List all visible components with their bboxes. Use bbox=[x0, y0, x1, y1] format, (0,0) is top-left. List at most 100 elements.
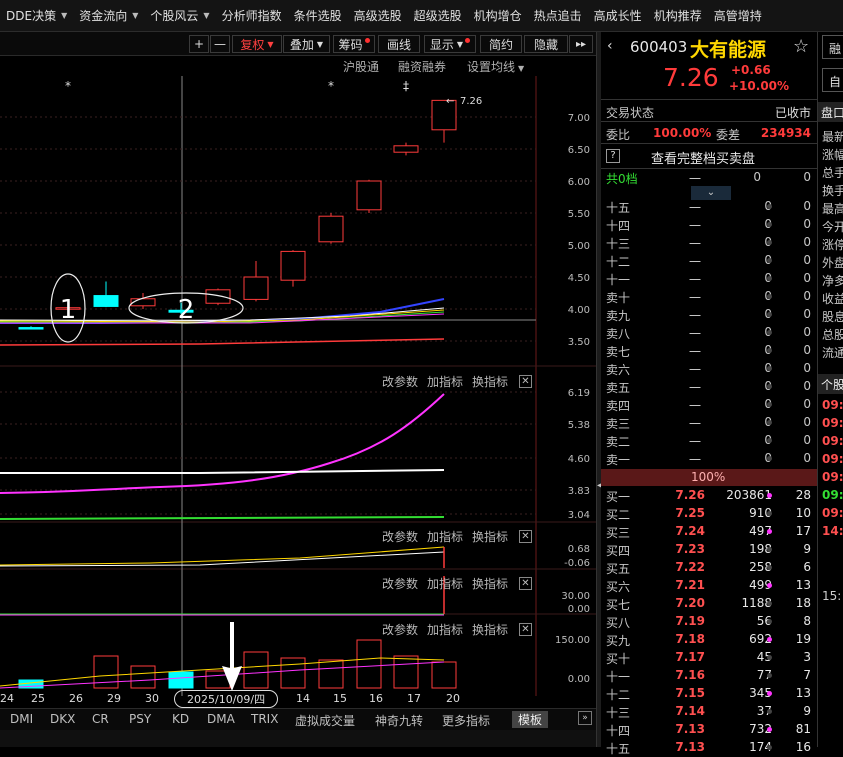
draw-line-button[interactable]: 画线 bbox=[378, 35, 420, 53]
hide-button[interactable]: 隐藏 bbox=[524, 35, 568, 53]
overlay-dropdown[interactable]: 叠加 ▼ bbox=[283, 35, 330, 53]
add-indicator-button[interactable]: 加指标 bbox=[427, 375, 464, 389]
tick-time: 09: bbox=[822, 416, 843, 430]
indicator-tab[interactable]: 神奇九转 bbox=[375, 714, 424, 728]
switch-indicator-button[interactable]: 换指标 bbox=[472, 623, 509, 637]
panel-splitter[interactable]: ◀ bbox=[596, 32, 605, 747]
add-indicator-button[interactable]: 加指标 bbox=[427, 577, 464, 591]
indicator-tab[interactable]: DMI bbox=[10, 712, 34, 726]
level-label: 十二 bbox=[606, 688, 631, 702]
indicator-tab[interactable]: DKX bbox=[50, 712, 76, 726]
close-icon[interactable]: ✕ bbox=[519, 577, 532, 590]
menu-item[interactable]: DDE决策 ▼ bbox=[0, 0, 73, 32]
y-tick-label: 3.50 bbox=[568, 337, 590, 348]
date-tick-label: 17 bbox=[407, 692, 421, 705]
level-count: 9 bbox=[803, 704, 811, 718]
fuquan-dropdown[interactable]: 复权 ▼ bbox=[232, 35, 282, 53]
menu-item[interactable]: 条件选股 bbox=[288, 0, 348, 32]
close-icon[interactable]: ✕ bbox=[519, 623, 532, 636]
display-dropdown[interactable]: 显示 ▼ bbox=[424, 35, 476, 53]
zoom-in-button[interactable]: + bbox=[189, 35, 209, 53]
menu-item[interactable]: 个股风云 ▼ bbox=[144, 0, 215, 32]
level-count: 0 bbox=[803, 217, 811, 231]
diff-value: 234934 bbox=[760, 126, 811, 140]
self-select-button[interactable]: 自 bbox=[822, 68, 843, 92]
menu-item[interactable]: 资金流向 ▼ bbox=[73, 0, 144, 32]
menu-item[interactable]: 超级选股 bbox=[408, 0, 468, 32]
params-button[interactable]: 改参数 bbox=[382, 623, 419, 637]
add-indicator-button[interactable]: 加指标 bbox=[427, 623, 464, 637]
menu-item[interactable]: 高成长性 bbox=[588, 0, 648, 32]
menu-item[interactable]: 机构推荐 bbox=[648, 0, 708, 32]
zoom-out-button[interactable]: — bbox=[210, 35, 230, 53]
candle-body bbox=[431, 99, 457, 131]
margin-button[interactable]: 融 bbox=[822, 35, 843, 59]
scroll-right-icon[interactable]: » bbox=[578, 711, 592, 725]
kline-chart-area[interactable]: 7.00 6.50 6.00 5.50 5.00 4.50 4.00 3.50 * * ‡ ← 7.26… bbox=[0, 76, 596, 696]
close-icon[interactable]: ✕ bbox=[519, 375, 532, 388]
y-tick-label: 5.38 bbox=[568, 420, 590, 431]
level-volume: 77 bbox=[756, 668, 772, 682]
switch-indicator-button[interactable]: 换指标 bbox=[472, 530, 509, 544]
ask-row: 卖五一00 bbox=[601, 378, 817, 396]
order-dot-icon bbox=[767, 691, 772, 696]
indicator-line-white bbox=[0, 469, 445, 474]
indicator-tab[interactable]: 虚拟成交量 bbox=[295, 714, 356, 728]
expand-book-button[interactable]: ⌄ bbox=[691, 186, 731, 200]
menu-item[interactable]: 机构增仓 bbox=[468, 0, 528, 32]
chips-button[interactable]: 筹码 bbox=[333, 35, 375, 53]
level-label: 买七 bbox=[606, 598, 631, 612]
crosshair-date-label: 2025/10/09/四 bbox=[174, 690, 279, 708]
pankou-item-label: 外盘 bbox=[822, 256, 843, 270]
indicator-tab[interactable]: DMA bbox=[207, 712, 235, 726]
horizontal-scrollbar[interactable] bbox=[0, 730, 596, 747]
indicator-tab[interactable]: 更多指标 bbox=[442, 714, 491, 728]
levels-price: 一 bbox=[689, 172, 702, 186]
indicator-tab[interactable]: 模板 bbox=[512, 711, 549, 728]
kline-chart-svg[interactable]: 7.00 6.50 6.00 5.50 5.00 4.50 4.00 3.50 * * ‡ ← 7.26… bbox=[0, 76, 596, 696]
level-label: 卖三 bbox=[606, 417, 631, 431]
close-icon[interactable]: ✕ bbox=[519, 530, 532, 543]
marker-star: * bbox=[65, 79, 71, 93]
pankou-tab[interactable]: 盘口 bbox=[818, 102, 843, 122]
level-price: 7.21 bbox=[675, 578, 705, 592]
order-dot-icon bbox=[767, 565, 772, 570]
params-button[interactable]: 改参数 bbox=[382, 375, 419, 389]
full-book-row[interactable]: ? 查看完整档买卖盘 bbox=[601, 146, 817, 167]
menu-item[interactable]: 热点追击 bbox=[528, 0, 588, 32]
hgt-link[interactable]: 沪股通 bbox=[343, 60, 380, 74]
level-label: 十一 bbox=[606, 670, 631, 684]
level-price: 7.23 bbox=[675, 542, 705, 556]
favorite-star-icon[interactable]: ☆ bbox=[793, 36, 810, 57]
ticks-tab[interactable]: 个股 bbox=[818, 374, 843, 394]
params-button[interactable]: 改参数 bbox=[382, 530, 419, 544]
level-count: 81 bbox=[795, 722, 811, 736]
level-label: 卖六 bbox=[606, 363, 631, 377]
help-icon[interactable]: ? bbox=[606, 149, 620, 163]
level-price: 7.13 bbox=[675, 722, 705, 736]
ma-setting-link[interactable]: 设置均线 ▼ bbox=[467, 58, 524, 75]
simple-button[interactable]: 简约 bbox=[480, 35, 522, 53]
menu-item-label: 机构推荐 bbox=[653, 9, 702, 23]
level-count: 13 bbox=[795, 686, 811, 700]
add-indicator-button[interactable]: 加指标 bbox=[427, 530, 464, 544]
switch-indicator-button[interactable]: 换指标 bbox=[472, 577, 509, 591]
pankou-item-label: 净多 bbox=[822, 274, 843, 288]
indicator-tab[interactable]: CR bbox=[92, 712, 109, 726]
params-button[interactable]: 改参数 bbox=[382, 577, 419, 591]
indicator-tab[interactable]: TRIX bbox=[251, 712, 279, 726]
expand-icon[interactable]: ▸▸ bbox=[569, 35, 593, 53]
switch-indicator-button[interactable]: 换指标 bbox=[472, 375, 509, 389]
level-price: 7.17 bbox=[675, 650, 705, 664]
rzrq-link[interactable]: 融资融券 bbox=[398, 60, 447, 74]
back-icon[interactable]: ‹ bbox=[607, 38, 613, 54]
level-price: 7.15 bbox=[675, 686, 705, 700]
chart-top-links: 沪股通 融资融券 设置均线 ▼ bbox=[0, 58, 536, 76]
menu-item[interactable]: 高级选股 bbox=[348, 0, 408, 32]
level-label: 卖八 bbox=[606, 327, 631, 341]
full-book-link[interactable]: 查看完整档买卖盘 bbox=[651, 152, 756, 167]
indicator-tab[interactable]: KD bbox=[172, 712, 190, 726]
menu-item[interactable]: 分析师指数 bbox=[216, 0, 288, 32]
menu-item[interactable]: 高管增持 bbox=[708, 0, 768, 32]
indicator-tab[interactable]: PSY bbox=[129, 712, 152, 726]
